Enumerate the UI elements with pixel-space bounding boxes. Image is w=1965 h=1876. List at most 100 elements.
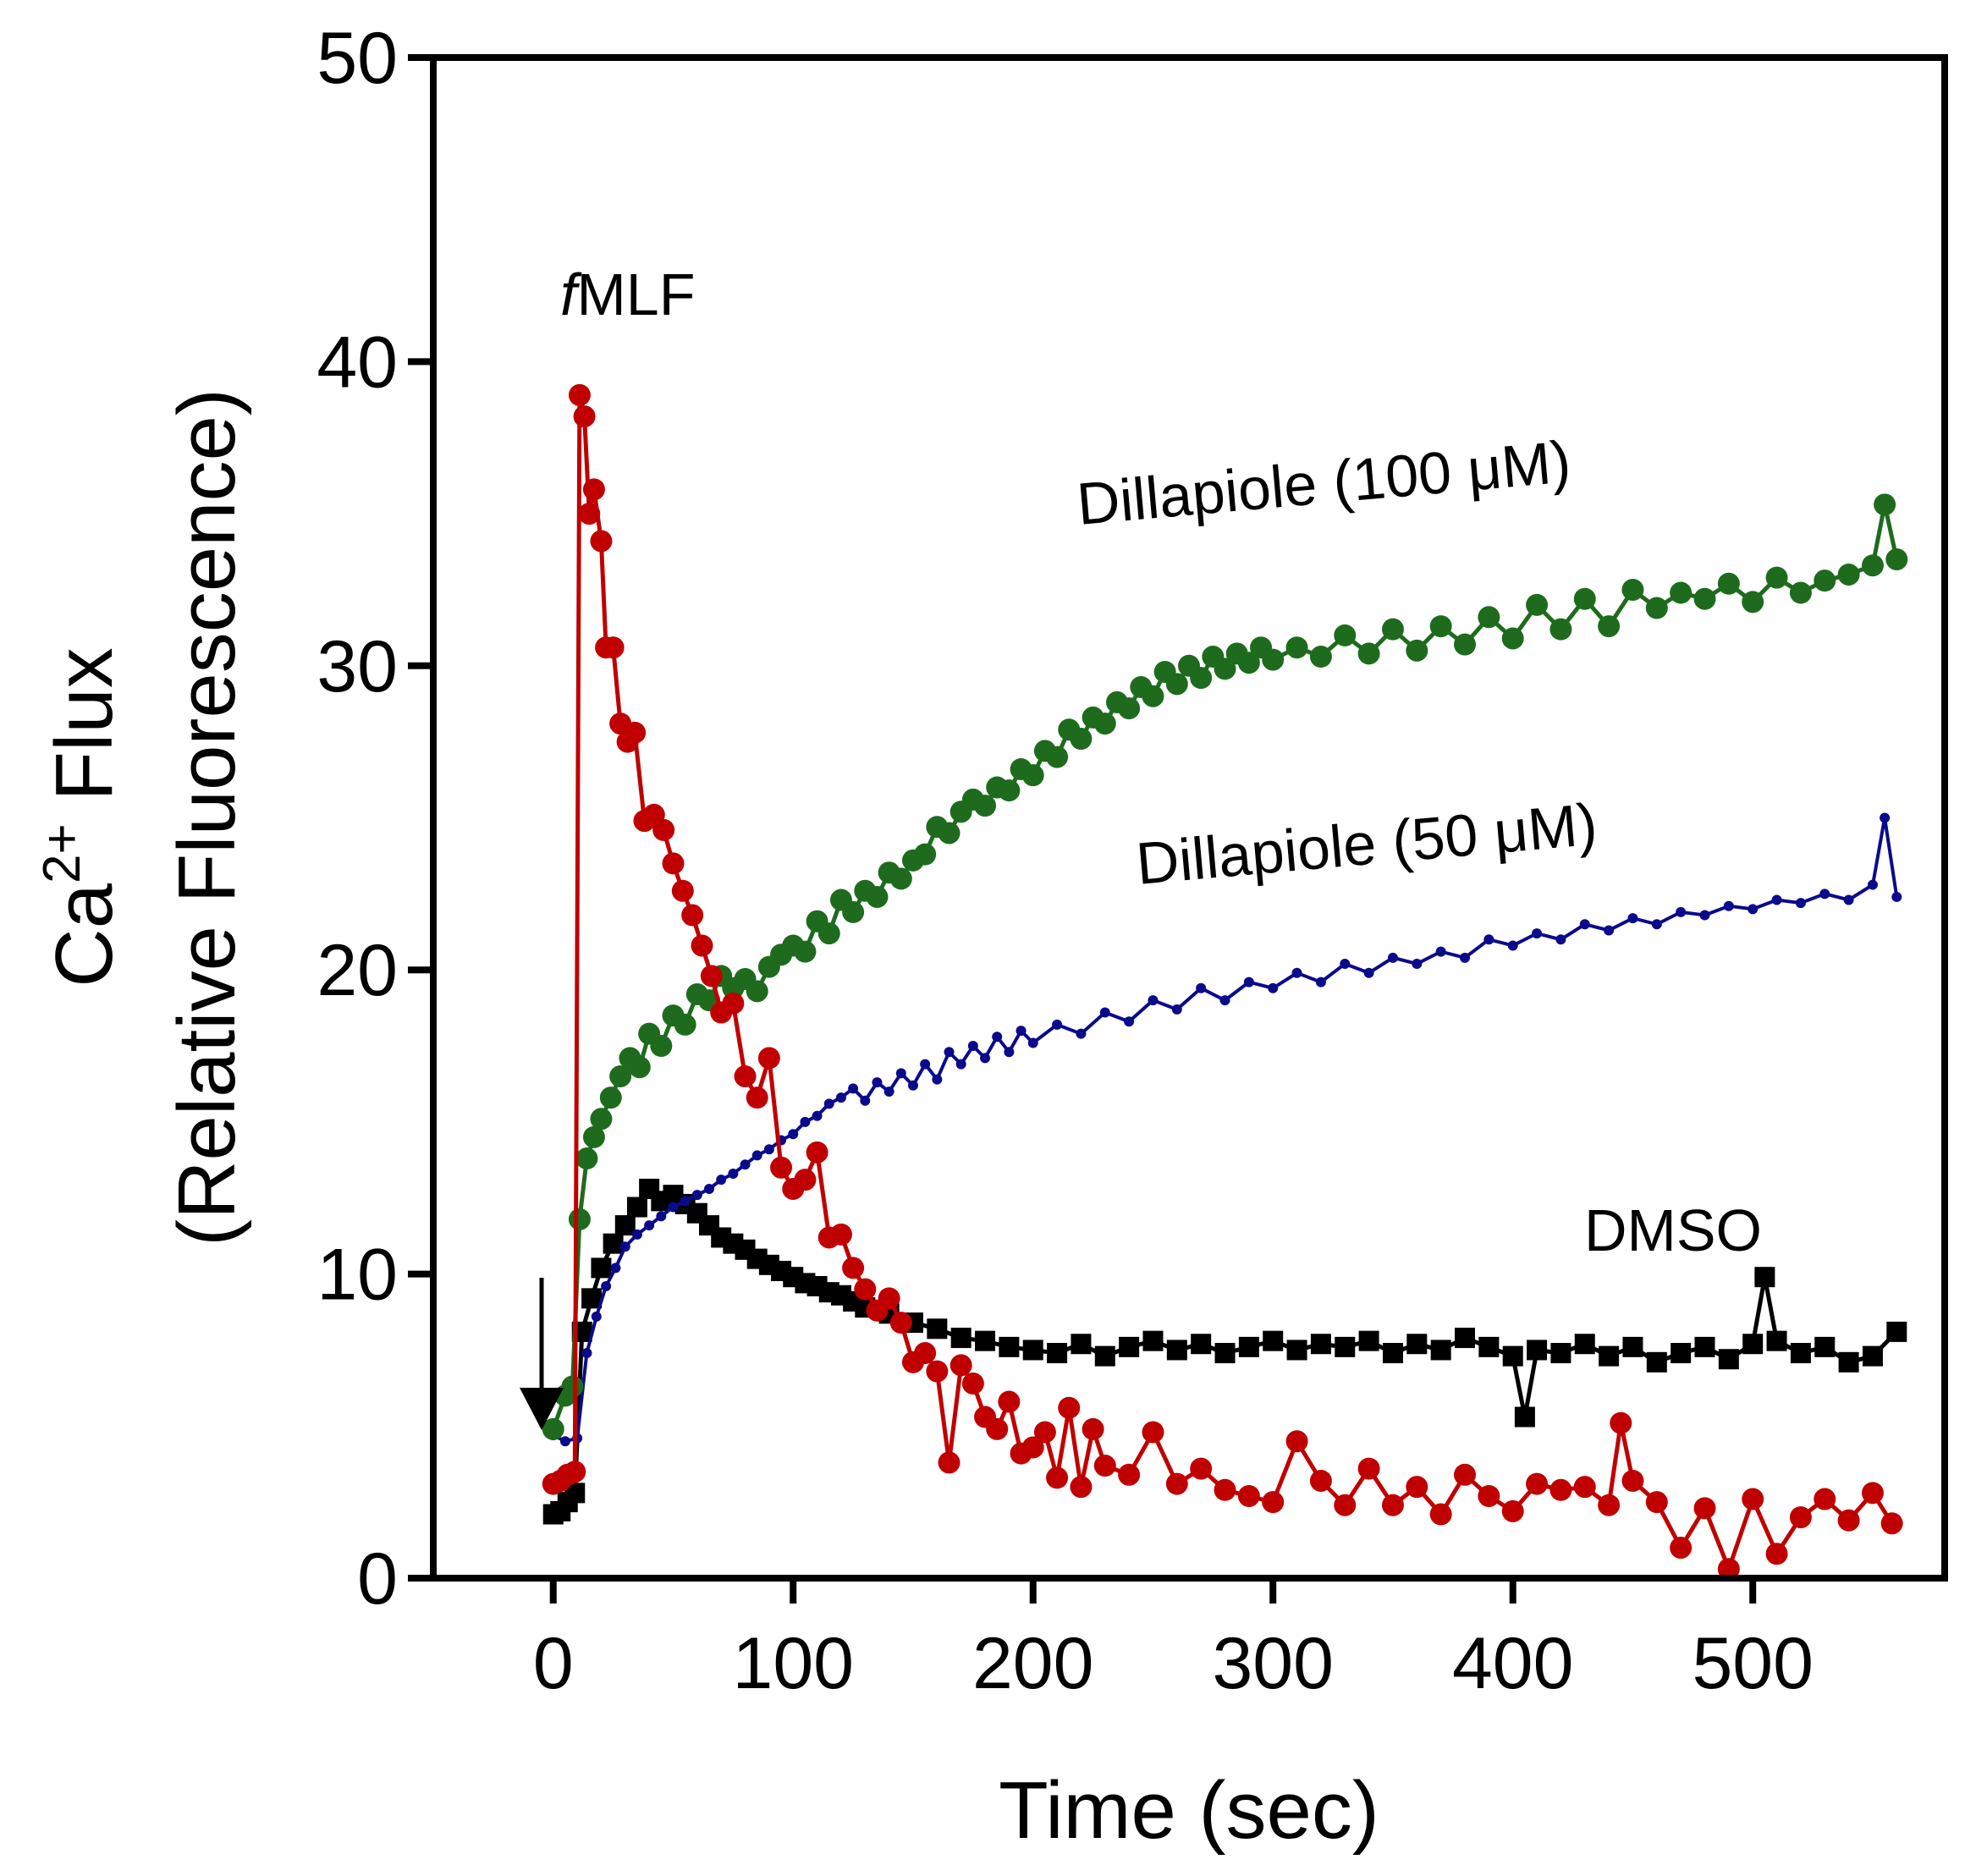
data-point [806,1141,828,1164]
data-point [671,879,694,902]
data-point [628,1056,651,1079]
data-point [770,1156,793,1179]
data-point [652,818,675,841]
fmlf-addition-arrow [520,1278,564,1430]
data-point [1285,636,1308,659]
fmlf-label: fMLF [560,261,695,327]
series-fmlf [542,383,1903,1581]
data-point [1867,879,1878,890]
data-point [1837,1509,1860,1532]
data-point [1550,1343,1571,1364]
data-point [1058,1396,1081,1419]
data-point [1598,1494,1621,1516]
data-point [582,1125,605,1148]
data-point [1861,554,1884,577]
x-tick-label: 100 [732,1623,854,1704]
data-point [1334,1494,1357,1516]
data-point [1621,1469,1644,1492]
data-point [907,1080,918,1091]
data-point [938,1451,960,1474]
data-point [1549,1478,1572,1501]
data-point [926,1360,949,1383]
data-point [1501,627,1524,650]
data-point [1047,1343,1068,1364]
data-point [1237,1484,1260,1507]
y-tick-label: 0 [357,1538,398,1620]
data-point [1022,1340,1043,1361]
data-point [794,940,817,963]
data-point [1526,593,1549,616]
dillapiole-50-label: Dillapiole (50 μM) [1134,791,1600,897]
data-point [1765,566,1788,589]
data-point [1754,1267,1775,1288]
data-point [1717,1558,1740,1581]
series-dillapiole-50-m [548,812,1902,1447]
data-point [1309,646,1332,668]
data-point [1142,685,1164,707]
data-point [1789,1506,1812,1529]
data-point [1694,1336,1715,1357]
data-point [609,1065,632,1087]
data-point [1412,959,1423,970]
data-point [1814,569,1836,592]
data-point [992,1032,1003,1043]
x-tick-label: 400 [1452,1623,1574,1704]
data-point [1819,888,1830,899]
data-point [1573,1476,1596,1499]
data-point [559,1436,570,1447]
data-point [1574,1334,1595,1355]
series-dmso [542,1178,1907,1525]
data-point [872,1077,883,1088]
data-point [1016,1026,1027,1037]
data-point [1171,1004,1182,1015]
data-point [1243,977,1254,988]
data-point [1886,1321,1907,1342]
data-point [1651,919,1662,930]
series-layer [542,383,1908,1581]
data-point [1033,1421,1056,1444]
data-point [1070,728,1093,751]
data-point [650,1035,673,1058]
data-point [656,1211,667,1222]
data-point [889,867,912,890]
data-point [1004,1047,1015,1058]
data-point [848,1083,859,1094]
data-point [1119,1336,1140,1357]
x-tick-label: 200 [972,1623,1094,1704]
data-point [1885,548,1908,571]
data-point [788,1129,799,1140]
data-point [603,1233,624,1254]
data-point [610,1263,621,1274]
data-point [1555,934,1566,945]
data-point [1676,906,1687,917]
data-point [1790,1343,1811,1364]
data-point [674,1013,696,1036]
data-point [1478,606,1500,629]
y-tick-label: 40 [316,322,398,403]
data-point [980,1053,991,1064]
data-point [1814,1488,1836,1510]
data-point [974,795,997,817]
data-point [1286,1340,1307,1361]
data-point [1082,1417,1104,1440]
data-point [614,1215,636,1236]
data-point [1358,1330,1379,1351]
y-tick-label: 30 [316,626,398,707]
data-point [1742,1334,1764,1355]
data-point [1291,967,1302,978]
data-point [1454,633,1477,656]
data-point [895,1068,906,1079]
data-point [1335,1336,1356,1357]
data-point [1310,1334,1331,1355]
data-point [800,1116,811,1127]
data-point [1795,898,1806,909]
data-point [564,1461,586,1483]
data-point [1430,1340,1451,1361]
data-point [1021,1436,1044,1459]
dmso-label: DMSO [1584,1197,1762,1263]
data-point [1880,1512,1903,1535]
data-point [1862,1345,1883,1367]
data-point [1460,952,1471,963]
y-tick-label: 20 [316,930,398,1011]
y-tick-label: 50 [316,18,398,99]
